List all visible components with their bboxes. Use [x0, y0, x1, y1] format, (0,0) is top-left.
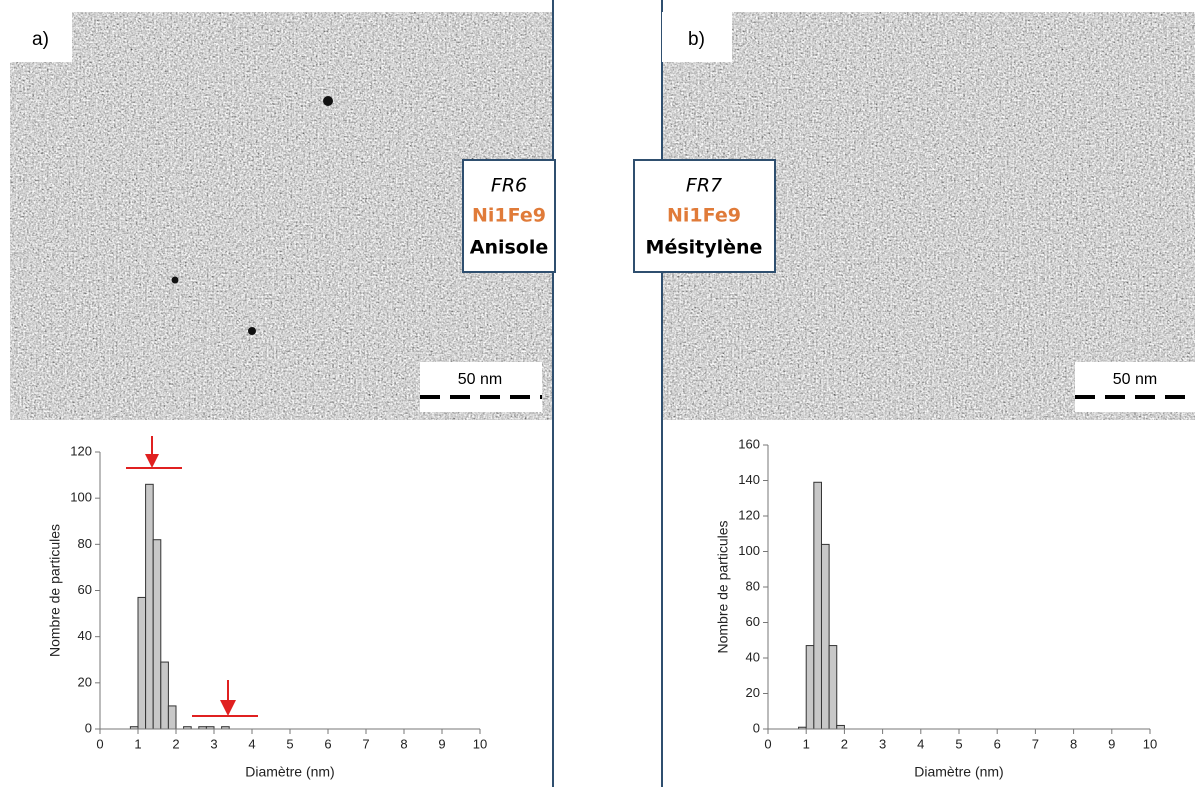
scale-bg: [420, 362, 542, 412]
scale-bg: [1075, 362, 1195, 412]
sample-box: [462, 159, 556, 273]
x-tick-label: 1: [134, 736, 141, 751]
x-tick-label: 9: [1108, 736, 1115, 751]
x-axis-label: Diamètre (nm): [245, 764, 334, 780]
sample: FR6: [491, 175, 527, 197]
bar: [805, 645, 815, 730]
y-axis-label: Nombre de particules: [715, 520, 731, 653]
x-tick-label: 1: [803, 736, 810, 751]
scale-label: 50 nm: [458, 371, 502, 388]
bar: [145, 483, 154, 730]
y-tick-label: 120: [70, 443, 92, 458]
panel-label: a): [32, 29, 49, 50]
x-tick-label: 9: [438, 736, 445, 751]
sample: FR7: [686, 175, 722, 197]
x-tick-label: 0: [96, 736, 103, 751]
y-tick-label: 120: [738, 507, 760, 522]
x-tick-label: 2: [172, 736, 179, 751]
y-tick-label: 20: [78, 674, 92, 689]
tem-image: [10, 12, 552, 420]
y-tick-label: 160: [738, 436, 760, 451]
y-tick-label: 60: [78, 582, 92, 597]
panel-label: b): [688, 29, 705, 50]
y-tick-label: 140: [738, 472, 760, 487]
bar: [137, 596, 147, 730]
y-tick-label: 80: [746, 578, 760, 593]
composition: Ni1Fe9: [667, 205, 741, 227]
y-tick-label: 80: [78, 536, 92, 551]
solvent: Anisole: [470, 237, 549, 259]
x-tick-label: 4: [917, 736, 924, 751]
x-tick-label: 4: [248, 736, 255, 751]
y-tick-label: 40: [78, 628, 92, 643]
y-tick-label: 100: [738, 543, 760, 558]
y-tick-label: 0: [753, 720, 760, 735]
composition: Ni1Fe9: [472, 205, 546, 227]
x-tick-label: 5: [955, 736, 962, 751]
y-tick-label: 0: [85, 720, 92, 735]
label-bg: [662, 12, 732, 62]
y-tick-label: 40: [746, 649, 760, 664]
x-tick-label: 3: [210, 736, 217, 751]
x-axis-label: Diamètre (nm): [914, 764, 1003, 780]
particle: [248, 327, 256, 335]
sample-box: [633, 159, 776, 273]
annotation: [126, 436, 258, 717]
bar: [167, 705, 177, 730]
y-tick-label: 100: [70, 490, 92, 505]
x-tick-label: 7: [362, 736, 369, 751]
x-tick-label: 3: [879, 736, 886, 751]
label-bg: [10, 12, 72, 62]
x-tick-label: 6: [324, 736, 331, 751]
bar: [820, 543, 830, 730]
x-tick-label: 8: [1070, 736, 1077, 751]
bar: [813, 481, 822, 730]
x-tick-label: 8: [400, 736, 407, 751]
bar: [836, 724, 845, 730]
x-tick-label: 2: [841, 736, 848, 751]
scale-label: 50 nm: [1113, 371, 1157, 388]
x-tick-label: 10: [473, 736, 487, 751]
particle: [323, 96, 333, 106]
bar: [828, 645, 838, 730]
x-tick-label: 7: [1032, 736, 1039, 751]
y-tick-label: 20: [746, 685, 760, 700]
x-tick-label: 0: [764, 736, 771, 751]
x-tick-label: 6: [994, 736, 1001, 751]
x-tick-label: 5: [286, 736, 293, 751]
y-tick-label: 60: [746, 614, 760, 629]
particle: [171, 276, 179, 284]
x-tick-label: 10: [1143, 736, 1157, 751]
solvent: Mésitylène: [646, 237, 763, 259]
y-axis-label: Nombre de particules: [47, 524, 63, 657]
bar: [152, 539, 162, 730]
bar: [160, 661, 169, 730]
